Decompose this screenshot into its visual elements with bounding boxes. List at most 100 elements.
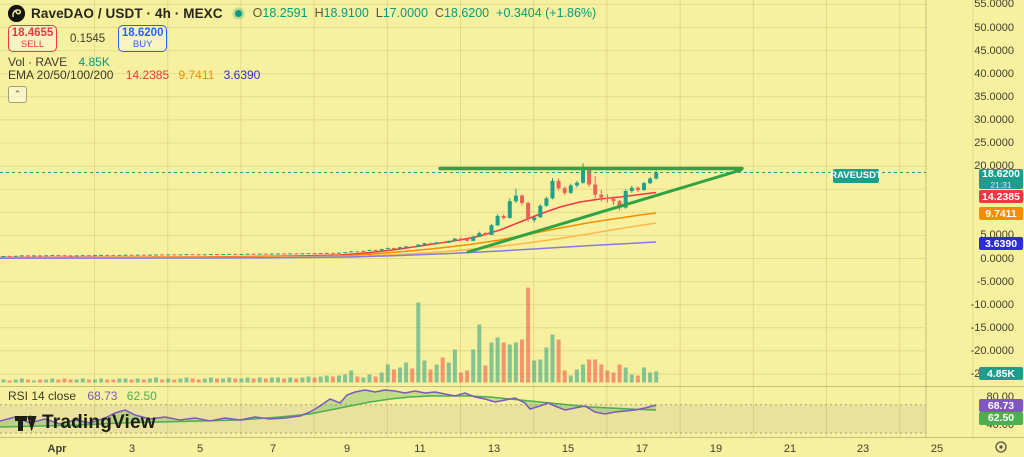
volume-bar	[99, 378, 104, 383]
volume-bar	[147, 378, 152, 383]
volume-bar	[38, 379, 43, 383]
candle-body	[391, 247, 396, 249]
axis-value-chip: 14.2385	[979, 190, 1023, 203]
candle-body	[111, 255, 116, 257]
candle-body	[141, 254, 146, 256]
time-axis-label: 25	[930, 443, 944, 455]
volume-bar	[166, 378, 171, 383]
volume-bar	[385, 364, 390, 383]
volume-bar	[379, 372, 384, 383]
ema50-value: 9.7411	[178, 68, 215, 82]
sell-price: 18.4655	[11, 27, 54, 40]
price-axis-label: -10.0000	[970, 298, 1014, 311]
volume-bar	[105, 379, 110, 383]
volume-bar	[111, 379, 116, 383]
candle-body	[532, 217, 537, 221]
price-axis-label: 50.0000	[974, 21, 1014, 34]
symbol-title[interactable]: RaveDAO / USDT · 4h · MEXC	[31, 5, 223, 21]
ema-line-1	[0, 191, 657, 259]
candle-body	[318, 253, 323, 255]
ohlc-close: C18.6200	[434, 6, 490, 20]
candle-body	[526, 203, 531, 219]
candle-body	[312, 253, 317, 255]
candle-body	[160, 254, 165, 256]
sell-button[interactable]: 18.4655 SELL	[8, 25, 57, 52]
volume-legend-value: 4.85K	[78, 55, 110, 69]
volume-bar	[452, 349, 457, 383]
candle-body	[74, 255, 79, 257]
time-axis-label: 3	[128, 443, 136, 455]
time-axis-label: 19	[709, 443, 723, 455]
volume-bar	[349, 370, 354, 383]
volume-bar	[251, 378, 256, 383]
candle-body	[459, 238, 463, 240]
volume-bar	[172, 379, 177, 383]
scroll-to-realtime-button[interactable]	[994, 440, 1008, 454]
candle-body	[446, 240, 451, 243]
volume-bar	[581, 364, 585, 383]
candle-body	[629, 187, 634, 192]
candle-body	[574, 182, 579, 186]
price-axis-label: -20.0000	[970, 344, 1014, 357]
candle-body	[568, 185, 573, 193]
candle-body	[495, 215, 500, 226]
volume-bar	[623, 367, 628, 383]
volume-bar	[404, 362, 409, 383]
rsi-legend-label: RSI 14 close	[8, 389, 77, 403]
candle-body	[324, 252, 329, 254]
volume-bar	[532, 360, 537, 383]
volume-bar	[56, 379, 61, 383]
symbol-logo-icon	[8, 4, 25, 22]
candle-body	[422, 243, 427, 245]
candle-body	[440, 242, 445, 244]
candle-body	[306, 253, 311, 255]
rsi-line	[0, 389, 657, 425]
volume-bar	[50, 378, 55, 383]
ema20-value: 14.2385	[125, 68, 170, 82]
volume-bar	[135, 378, 140, 383]
volume-bar	[373, 376, 378, 383]
tradingview-text: TradingView	[42, 412, 156, 433]
symbol-price-label-chip: RAVEUSDT	[830, 169, 882, 183]
candle-body	[379, 249, 384, 251]
candle-body	[13, 255, 18, 257]
candle-body	[56, 255, 61, 257]
candle-body	[233, 253, 238, 255]
candle-body	[483, 233, 488, 235]
price-axis-label: 35.0000	[974, 90, 1014, 103]
volume-bar	[160, 379, 165, 383]
candle-body	[7, 255, 12, 257]
volume-bar	[32, 380, 36, 383]
market-status-icon[interactable]	[234, 9, 242, 17]
pane-collapse-button[interactable]: ⌃	[8, 86, 27, 103]
tradingview-logo[interactable]: TradingView	[14, 412, 156, 434]
volume-bar	[276, 377, 280, 383]
candle-body	[172, 254, 177, 256]
volume-bar	[19, 378, 24, 383]
volume-bar	[190, 378, 195, 383]
volume-legend-row[interactable]: Vol · RAVE 4.85K	[8, 55, 110, 69]
volume-bar	[568, 375, 573, 383]
ascending-trendline[interactable]	[466, 168, 743, 254]
ema-legend-row[interactable]: EMA 20/50/100/200 14.2385 9.7411 3.6390	[8, 68, 260, 82]
candle-body	[44, 255, 49, 257]
volume-bar	[635, 375, 640, 383]
price-axis[interactable]: RAVEUSDT 18.6200 21:31 55.0000 50.0000 45.…	[830, 0, 1024, 437]
ema200-value: 3.6390	[223, 68, 261, 82]
rsi-value: 68.73	[87, 389, 118, 403]
candle-body	[520, 195, 524, 204]
candle-body	[544, 198, 549, 206]
candle-body	[562, 188, 567, 193]
candle-body	[465, 239, 470, 241]
current-price: 18.6200	[982, 168, 1020, 180]
candle-body	[50, 255, 55, 257]
rsi-legend-row[interactable]: RSI 14 close 68.73 62.50	[8, 389, 157, 403]
buy-button[interactable]: 18.6200 BUY	[118, 25, 168, 52]
volume-bar	[361, 377, 366, 383]
time-axis[interactable]: Apr 3 5 7 9 11 13 15 17 19 21 23 25	[0, 437, 1024, 457]
candle-body	[38, 255, 43, 257]
volume-bar	[68, 379, 73, 383]
volume-bar	[123, 378, 128, 383]
volume-bar	[416, 302, 421, 383]
